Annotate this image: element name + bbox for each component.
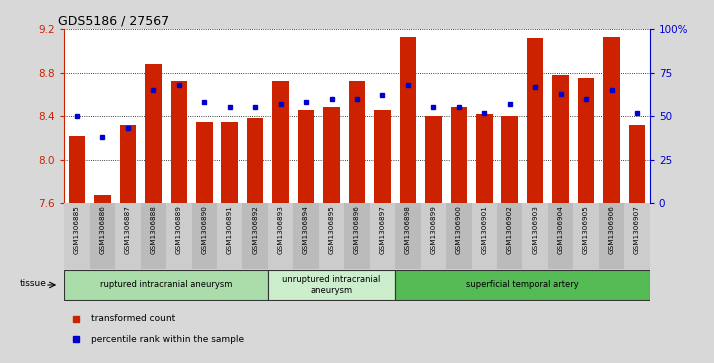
Bar <box>476 114 493 203</box>
Bar <box>166 203 191 269</box>
Text: GSM1306886: GSM1306886 <box>99 205 106 254</box>
Bar <box>421 203 446 269</box>
Text: GSM1306907: GSM1306907 <box>634 205 640 254</box>
Text: GSM1306892: GSM1306892 <box>252 205 258 254</box>
Text: GDS5186 / 27567: GDS5186 / 27567 <box>59 15 169 28</box>
Text: ruptured intracranial aneurysm: ruptured intracranial aneurysm <box>100 281 232 289</box>
Text: superficial temporal artery: superficial temporal artery <box>466 281 579 289</box>
Bar <box>548 203 573 269</box>
Text: GSM1306893: GSM1306893 <box>278 205 283 254</box>
Text: GSM1306895: GSM1306895 <box>328 205 335 254</box>
Bar <box>120 125 136 203</box>
Text: GSM1306888: GSM1306888 <box>151 205 156 254</box>
Text: GSM1306902: GSM1306902 <box>507 205 513 254</box>
Bar <box>191 203 217 269</box>
Bar <box>171 81 187 203</box>
Bar <box>425 116 442 203</box>
Text: unruptured intracranial
aneurysm: unruptured intracranial aneurysm <box>282 275 381 295</box>
Bar <box>629 125 645 203</box>
FancyBboxPatch shape <box>64 270 268 300</box>
Bar <box>69 136 85 203</box>
Bar <box>217 203 243 269</box>
Bar <box>90 203 115 269</box>
Bar <box>64 203 90 269</box>
Text: GSM1306890: GSM1306890 <box>201 205 207 254</box>
Bar <box>501 116 518 203</box>
Text: GSM1306889: GSM1306889 <box>176 205 182 254</box>
Bar <box>523 203 548 269</box>
Bar <box>196 122 213 203</box>
Bar <box>553 75 569 203</box>
Bar <box>293 203 319 269</box>
Bar <box>527 38 543 203</box>
Text: GSM1306903: GSM1306903 <box>532 205 538 254</box>
Text: tissue: tissue <box>19 279 46 288</box>
Text: GSM1306905: GSM1306905 <box>583 205 589 254</box>
Bar <box>573 203 599 269</box>
Bar <box>221 122 238 203</box>
Bar <box>348 81 366 203</box>
FancyBboxPatch shape <box>268 270 395 300</box>
Bar <box>374 110 391 203</box>
Bar <box>471 203 497 269</box>
Text: GSM1306904: GSM1306904 <box>558 205 563 254</box>
Bar <box>141 203 166 269</box>
Bar <box>395 203 421 269</box>
Bar <box>624 203 650 269</box>
Bar <box>272 81 289 203</box>
Text: transformed count: transformed count <box>91 314 175 323</box>
Text: GSM1306900: GSM1306900 <box>456 205 462 254</box>
Bar <box>94 195 111 203</box>
Bar <box>268 203 293 269</box>
Bar <box>451 107 467 203</box>
Text: GSM1306898: GSM1306898 <box>405 205 411 254</box>
Bar <box>298 110 314 203</box>
Text: percentile rank within the sample: percentile rank within the sample <box>91 335 243 344</box>
Bar <box>603 37 620 203</box>
Bar <box>344 203 370 269</box>
Bar <box>323 107 340 203</box>
Bar <box>599 203 624 269</box>
Bar <box>446 203 471 269</box>
Bar <box>115 203 141 269</box>
Text: GSM1306885: GSM1306885 <box>74 205 80 254</box>
FancyBboxPatch shape <box>395 270 650 300</box>
Text: GSM1306906: GSM1306906 <box>608 205 615 254</box>
Text: GSM1306899: GSM1306899 <box>431 205 436 254</box>
Bar <box>370 203 395 269</box>
Bar <box>319 203 344 269</box>
Text: GSM1306901: GSM1306901 <box>481 205 487 254</box>
Bar <box>578 78 594 203</box>
Text: GSM1306896: GSM1306896 <box>354 205 360 254</box>
Text: GSM1306894: GSM1306894 <box>303 205 309 254</box>
Bar <box>247 118 263 203</box>
Bar <box>400 37 416 203</box>
Bar <box>145 64 161 203</box>
Text: GSM1306897: GSM1306897 <box>379 205 386 254</box>
Bar <box>497 203 523 269</box>
Bar <box>243 203 268 269</box>
Text: GSM1306887: GSM1306887 <box>125 205 131 254</box>
Text: GSM1306891: GSM1306891 <box>227 205 233 254</box>
